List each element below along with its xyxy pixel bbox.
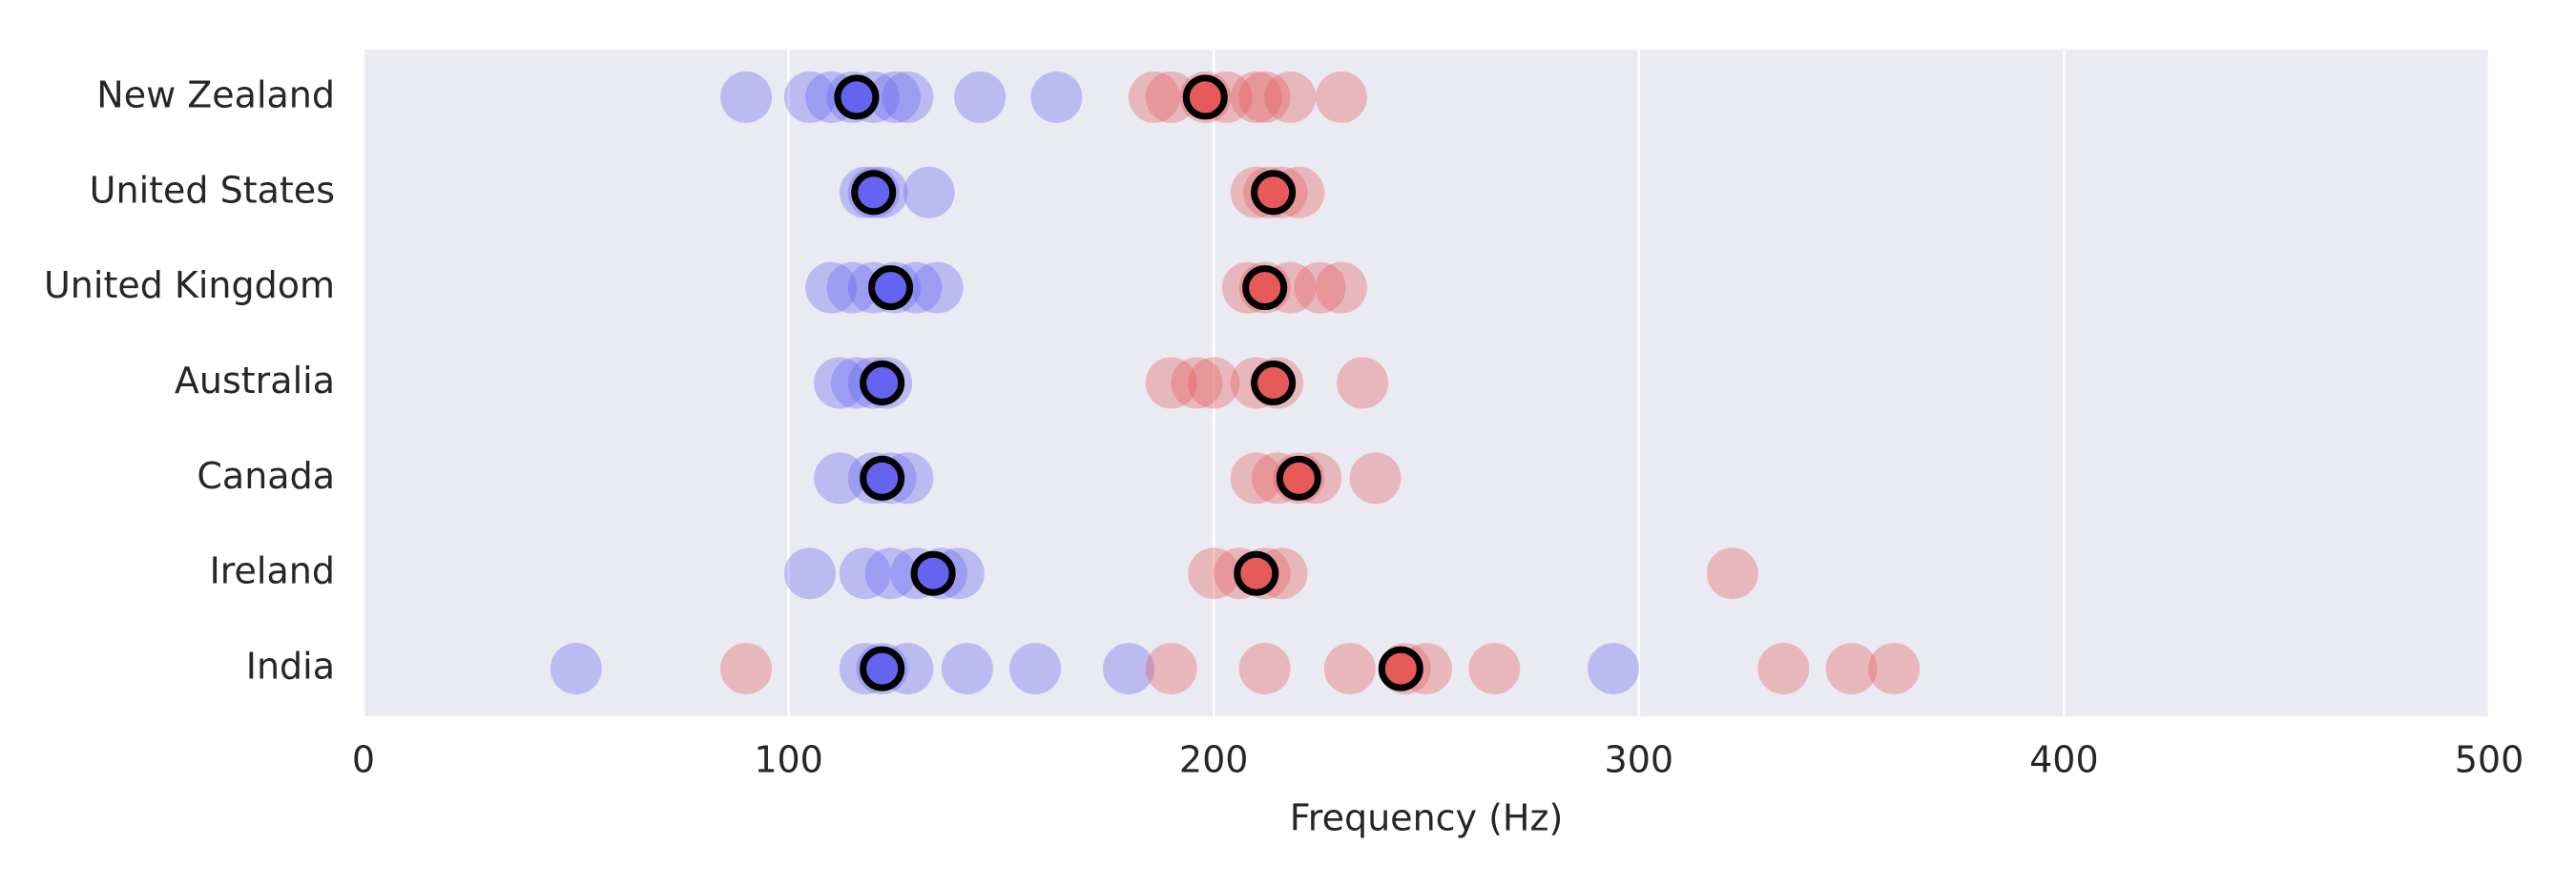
point: [1323, 643, 1376, 695]
y-tick-label: United States: [90, 169, 335, 211]
point: [1188, 547, 1240, 600]
mean-marker: [1234, 550, 1279, 596]
point: [1188, 357, 1240, 409]
point: [783, 71, 836, 123]
point: [1145, 643, 1197, 695]
point: [1264, 71, 1317, 123]
point: [1171, 357, 1223, 409]
mean-marker: [868, 265, 914, 311]
point: [550, 643, 602, 695]
mean-marker: [1251, 170, 1297, 216]
point: [805, 261, 858, 314]
point: [1009, 643, 1062, 695]
point: [1030, 71, 1083, 123]
point: [869, 71, 921, 123]
y-tick-label: United Kingdom: [44, 264, 335, 306]
point: [1588, 643, 1640, 695]
x-tick-label: 400: [2029, 739, 2099, 781]
point: [720, 71, 773, 123]
point: [1238, 71, 1291, 123]
point: [1706, 547, 1758, 600]
mean-marker: [1378, 646, 1423, 691]
point: [839, 547, 891, 600]
mean-marker: [1182, 74, 1228, 120]
point: [826, 261, 879, 314]
point: [1238, 643, 1291, 695]
point: [1315, 71, 1367, 123]
mean-marker: [860, 361, 905, 405]
x-tick-label: 500: [2455, 739, 2524, 781]
x-tick-label: 100: [754, 739, 823, 781]
y-tick-label: Ireland: [210, 550, 335, 592]
point: [941, 643, 993, 695]
mean-marker: [910, 550, 956, 596]
mean-marker: [834, 74, 880, 120]
x-axis-label: Frequency (Hz): [1290, 797, 1564, 839]
point: [954, 71, 1007, 123]
point: [911, 261, 964, 314]
mean-marker: [1251, 361, 1297, 405]
point: [903, 166, 955, 218]
point: [1337, 357, 1389, 409]
point: [783, 547, 836, 600]
point: [1868, 643, 1921, 695]
x-tick-label: 300: [1605, 739, 1674, 781]
mean-marker: [860, 455, 905, 501]
point: [1757, 643, 1810, 695]
y-tick-label: Australia: [175, 360, 335, 402]
x-tick-label: 0: [352, 739, 375, 781]
point: [814, 357, 866, 409]
point: [864, 547, 917, 600]
mean-marker: [1276, 455, 1321, 501]
point: [814, 452, 866, 505]
y-tick-label: New Zealand: [96, 73, 335, 115]
plot-area: [364, 50, 2489, 716]
x-tick-label: 200: [1179, 739, 1249, 781]
mean-marker: [860, 646, 905, 691]
point: [1230, 71, 1282, 123]
point: [1103, 643, 1155, 695]
point: [882, 71, 934, 123]
point: [1315, 261, 1367, 314]
point: [1825, 643, 1878, 695]
y-tick-label: India: [246, 646, 335, 688]
point: [1145, 357, 1197, 409]
point: [1294, 261, 1346, 314]
point: [720, 643, 773, 695]
point: [1230, 452, 1282, 505]
point: [1128, 71, 1180, 123]
point: [1145, 71, 1197, 123]
point: [1349, 452, 1402, 505]
y-tick-label: Canada: [197, 455, 335, 497]
mean-marker: [851, 170, 897, 216]
mean-marker: [1242, 265, 1288, 311]
point: [1468, 643, 1521, 695]
